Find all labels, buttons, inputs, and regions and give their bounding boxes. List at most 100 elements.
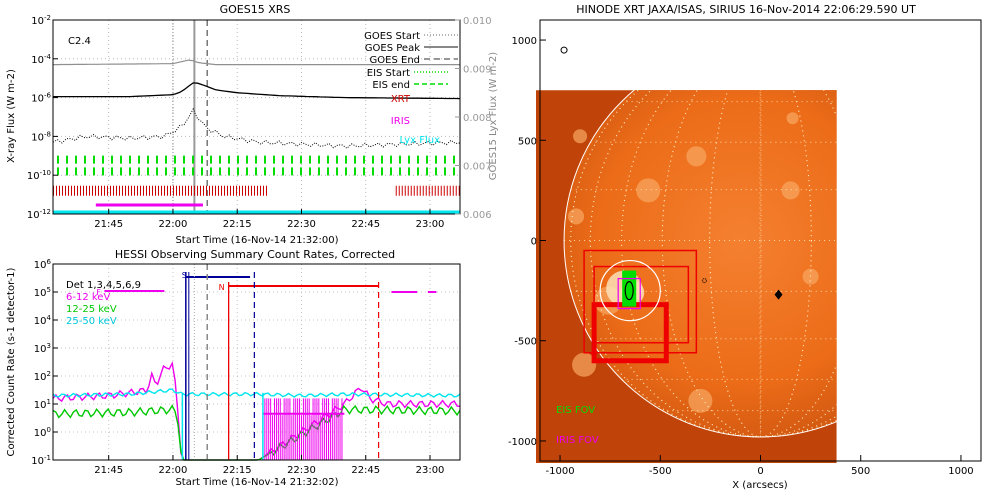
xrt-axes: -1000 -500 0 500 1000 1000 500 0 -500 -1000 — [508, 36, 974, 477]
hessi-xtick-label: 23:00 — [416, 465, 445, 476]
hessi-legend-6-12: 6-12 keV — [66, 292, 110, 303]
xrt-ytick-label: -1000 — [508, 437, 537, 448]
xrt-bright-region — [781, 181, 800, 200]
hessi-title: HESSI Observing Summary Count Rates, Cor… — [115, 248, 395, 261]
hessi-flag-label: S — [182, 271, 187, 280]
goes-xlabel: Start Time (16-Nov-14 21:32:00) — [175, 235, 338, 246]
goes-long-series — [53, 82, 461, 100]
goes-y2tick-label: 0.008 — [463, 113, 492, 124]
xrt-ring — [599, 259, 661, 322]
goes-ytick-label: 10-2 — [31, 14, 51, 27]
xrt-bright-region — [686, 146, 707, 167]
sun-disk — [564, 90, 837, 437]
goes-short-series — [52, 107, 461, 149]
hessi-xtick-label: 22:45 — [351, 465, 380, 476]
goes-y2label: GOES15 Lyx Flux (W m-2) — [488, 52, 499, 181]
hessi-ytick-label: 101 — [34, 398, 51, 411]
goes-xtick-label: 23:00 — [416, 219, 445, 230]
goes-class-label: C2.4 — [68, 36, 91, 47]
hessi-12-25-series — [52, 404, 461, 461]
xrt-ytick-label: 1000 — [512, 36, 537, 47]
hessi-xtick-label: 22:15 — [223, 465, 252, 476]
goes-ylabel-group: X-ray Flux (W m-2) — [6, 69, 17, 163]
xrt-marker-diamond — [774, 289, 783, 300]
goes-xtick-label: 22:30 — [287, 219, 316, 230]
xrt-bright-region — [636, 178, 661, 203]
xrt-panel: HINODE XRT JAXA/ISAS, SIRIUS 16-Nov-2014… — [508, 3, 982, 491]
xrt-xtick-label: 500 — [851, 466, 870, 477]
goes-y2tick-label: 0.007 — [463, 162, 492, 173]
xrt-image — [535, 90, 837, 464]
goes-ytick-label: 10-6 — [31, 92, 51, 105]
goes-legend-label: IRIS — [391, 116, 410, 127]
hessi-xtick-label: 22:30 — [287, 465, 316, 476]
goes-y2tick-label: 0.009 — [463, 65, 492, 76]
goes-xtick-label: 22:15 — [223, 219, 252, 230]
xrt-bright-region — [573, 129, 588, 144]
xrt-title: HINODE XRT JAXA/ISAS, SIRIUS 16-Nov-2014… — [576, 3, 916, 16]
eis-fov-label: EIS FOV — [556, 405, 595, 416]
xrt-marker-dotted — [701, 278, 707, 284]
xrt-ytick-label: 500 — [518, 136, 537, 147]
xrt-xlabel: X (arcsecs) — [732, 480, 788, 491]
xrt-marker-circle — [560, 46, 568, 54]
hessi-xtick-label: 21:45 — [94, 465, 123, 476]
goes-ytick-label: 10-8 — [31, 130, 51, 143]
xrt-marks: EIS FOV IRIS FOV — [535, 43, 958, 464]
xrt-xtick-label: -500 — [649, 466, 672, 477]
xrt-xtick-label: -1000 — [546, 466, 575, 477]
sun-longitude — [709, 90, 812, 438]
hessi-axes: 21:45 22:00 22:15 22:30 22:45 23:00 106 105 104 1… — [31, 258, 444, 476]
goes-xrs-panel: GOES15 XRS X-ray Flux (W m-2) GOES15 Lyx… — [6, 3, 499, 246]
hessi-xtick-label: 22:00 — [159, 465, 188, 476]
xrt-xtick-label: 0 — [757, 466, 763, 477]
goes-legend-label: GOES Start — [364, 31, 420, 42]
goes-ylabel: X-ray Flux (W m-2) — [6, 69, 17, 163]
sun-longitude — [661, 90, 837, 438]
goes-ytick-label: 10-12 — [27, 208, 51, 221]
xrt-ytick-label: 0 — [531, 237, 537, 248]
hessi-spike-bundle — [262, 398, 343, 460]
goes-axes: 21:45 22:00 22:15 22:30 22:45 23:00 10-2 10-4 10… — [27, 14, 492, 230]
hessi-ytick-label: 100 — [34, 426, 51, 439]
xrt-ytick-label: -500 — [514, 337, 537, 348]
hessi-legend-det: Det 1,3,4,5,6,9 — [66, 280, 141, 291]
hessi-ytick-label: 102 — [34, 370, 51, 383]
goes-lyx-series — [53, 59, 460, 66]
goes-legend-label: Lyx Flux — [400, 135, 441, 146]
goes-legend-label: GOES End — [370, 55, 420, 66]
goes-xtick-label: 22:00 — [159, 219, 188, 230]
xrt-bright-region — [568, 208, 585, 225]
xrt-bright-region — [688, 388, 713, 413]
hessi-ytick-label: 104 — [34, 314, 52, 327]
iris-fov-label: IRIS FOV — [556, 435, 599, 446]
hessi-flag-label: N — [219, 283, 225, 292]
iris-fov-box — [622, 270, 637, 307]
hessi-ytick-label: 10-1 — [31, 454, 51, 467]
goes-xtick-label: 21:45 — [94, 219, 123, 230]
iris-slit-box — [617, 277, 641, 310]
goes-ytick-label: 10-4 — [31, 53, 51, 66]
xrt-bright-region — [572, 352, 597, 377]
hessi-ytick-label: 106 — [34, 258, 52, 271]
hessi-6-12-series — [52, 360, 461, 461]
hessi-25-50-series — [52, 388, 461, 398]
xrt-bright-region — [802, 268, 819, 285]
xrt-outer-box — [583, 249, 698, 354]
hessi-flag-label: F — [96, 288, 101, 297]
goes-marks — [52, 19, 461, 215]
hessi-legend-25-50: 25-50 keV — [66, 316, 117, 327]
sun-longitude — [759, 90, 762, 438]
goes-legend-label: EIS Start — [367, 68, 410, 79]
hessi-legend: Det 1,3,4,5,6,9 6-12 keV 12-25 keV 25-50… — [66, 280, 141, 327]
goes-legend-label: GOES Peak — [365, 43, 420, 54]
hessi-marks: S N F — [52, 263, 461, 461]
goes-legend-label: EIS end — [372, 80, 410, 91]
hessi-legend-12-25: 12-25 keV — [66, 304, 117, 315]
goes-legend-label: XRT — [391, 94, 411, 105]
goes-y2tick-label: 0.006 — [463, 210, 492, 221]
hessi-frame — [52, 263, 461, 461]
hessi-ytick-label: 103 — [34, 342, 51, 355]
